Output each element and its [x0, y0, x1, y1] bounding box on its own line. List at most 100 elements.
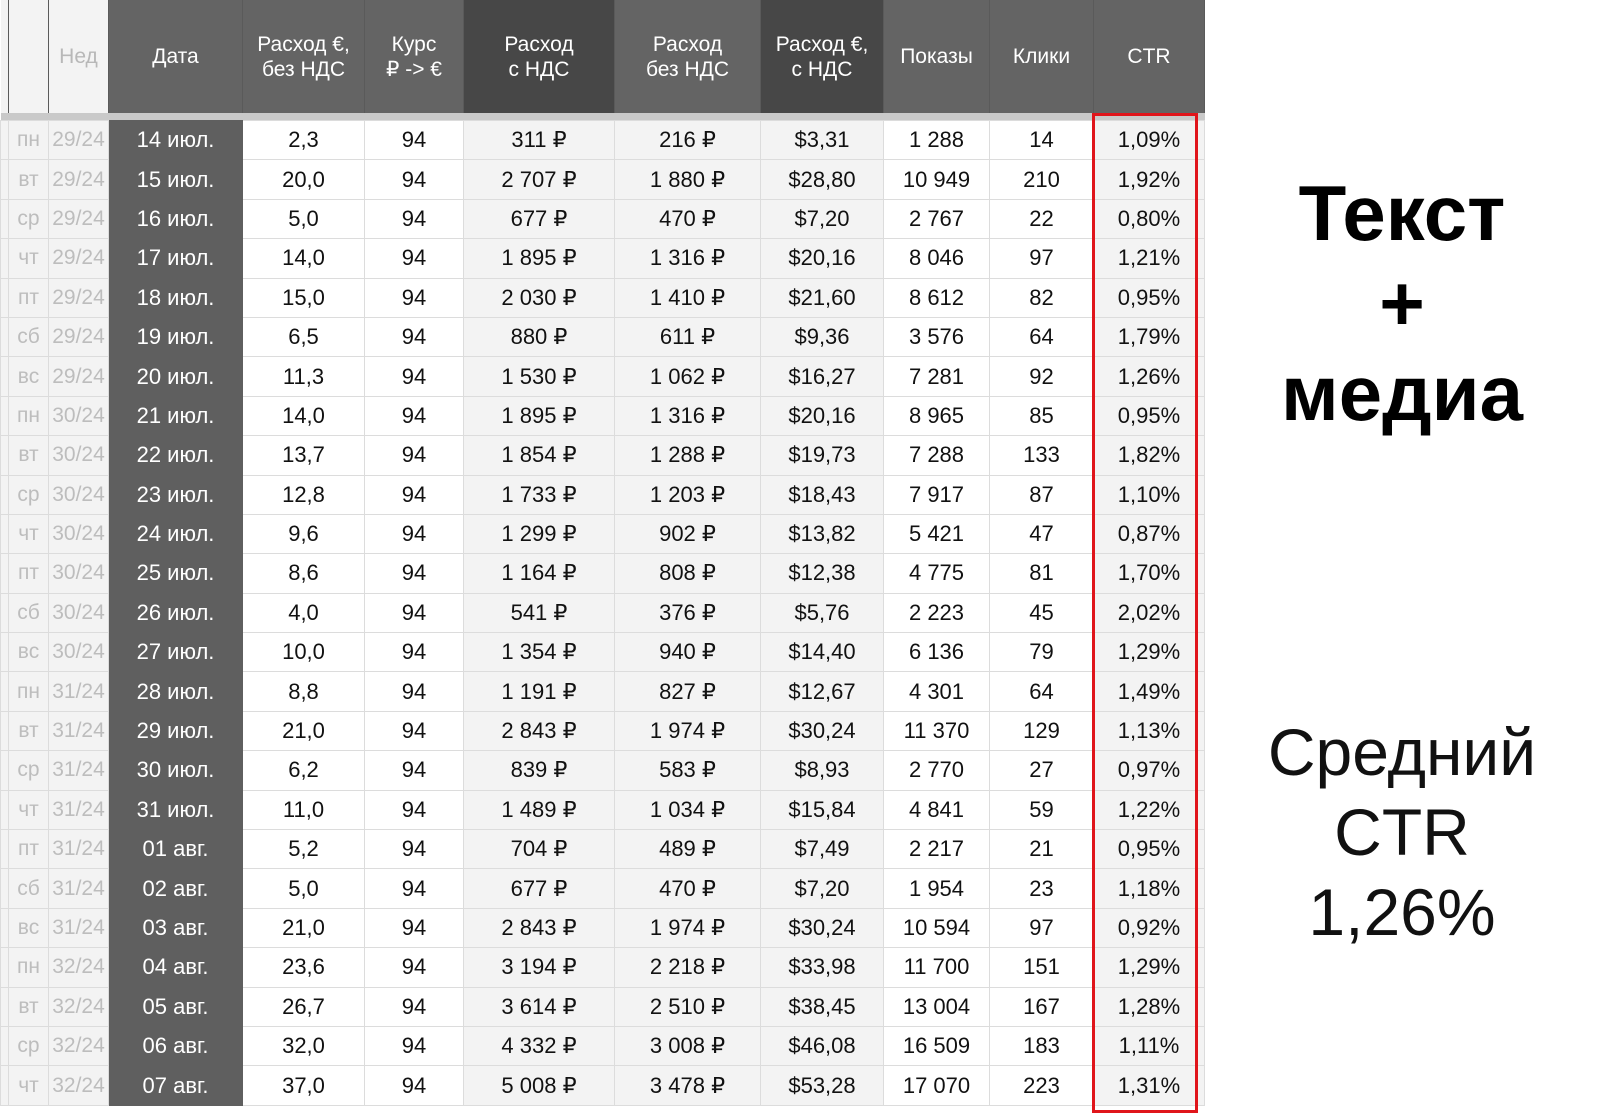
cell-ctr[interactable]: 1,18%: [1093, 868, 1205, 909]
cell-spend-eur-net[interactable]: 11,0: [242, 789, 365, 831]
cell-impressions[interactable]: 2 217: [883, 829, 990, 870]
cell-date[interactable]: 24 июл.: [108, 513, 243, 555]
header-ctr[interactable]: CTR: [1093, 0, 1205, 113]
cell-spend-eur-net[interactable]: 5,0: [242, 868, 365, 909]
cell-spend-rub-net[interactable]: 216 ₽: [614, 119, 761, 161]
cell-spend-rub-vat[interactable]: 1 895 ₽: [463, 238, 615, 279]
cell-day[interactable]: чт: [8, 1065, 49, 1106]
cell-week[interactable]: 29/24: [48, 159, 109, 200]
cell-day[interactable]: пн: [8, 395, 49, 437]
cell-spend-eur-net[interactable]: 11,3: [242, 356, 365, 397]
cell-spend-eur-net[interactable]: 10,0: [242, 632, 365, 673]
cell-week[interactable]: 30/24: [48, 592, 109, 634]
cell-ctr[interactable]: 1,21%: [1093, 238, 1205, 279]
cell-spend-eur-net[interactable]: 2,3: [242, 119, 365, 161]
cell-rate[interactable]: 94: [364, 238, 464, 279]
cell-clicks[interactable]: 27: [989, 750, 1094, 791]
cell-spend-rub-net[interactable]: 2 510 ₽: [614, 986, 761, 1027]
cell-date[interactable]: 16 июл.: [108, 198, 243, 240]
cell-day[interactable]: сб: [8, 592, 49, 634]
cell-spend-eur-net[interactable]: 37,0: [242, 1065, 365, 1106]
cell-clicks[interactable]: 87: [989, 474, 1094, 515]
cell-spend-rub-net[interactable]: 470 ₽: [614, 868, 761, 909]
cell-date[interactable]: 20 июл.: [108, 356, 243, 397]
cell-spend-rub-vat[interactable]: 1 530 ₽: [463, 356, 615, 397]
cell-ctr[interactable]: 1,79%: [1093, 316, 1205, 358]
cell-day[interactable]: пт: [8, 277, 49, 318]
cell-date[interactable]: 07 авг.: [108, 1065, 243, 1106]
cell-day[interactable]: вс: [8, 907, 49, 949]
cell-impressions[interactable]: 8 046: [883, 238, 990, 279]
cell-rate[interactable]: 94: [364, 632, 464, 673]
cell-clicks[interactable]: 82: [989, 277, 1094, 318]
cell-spend-usd-vat[interactable]: $30,24: [760, 907, 884, 949]
cell-date[interactable]: 26 июл.: [108, 592, 243, 634]
cell-spend-usd-vat[interactable]: $30,24: [760, 710, 884, 752]
cell-week[interactable]: 29/24: [48, 316, 109, 358]
cell-rate[interactable]: 94: [364, 474, 464, 515]
cell-spend-usd-vat[interactable]: $14,40: [760, 632, 884, 673]
cell-impressions[interactable]: 7 281: [883, 356, 990, 397]
cell-spend-rub-net[interactable]: 1 288 ₽: [614, 435, 761, 476]
cell-spend-eur-net[interactable]: 20,0: [242, 159, 365, 200]
cell-rate[interactable]: 94: [364, 947, 464, 988]
cell-rate[interactable]: 94: [364, 829, 464, 870]
cell-ctr[interactable]: 1,92%: [1093, 159, 1205, 200]
cell-spend-rub-vat[interactable]: 704 ₽: [463, 829, 615, 870]
cell-spend-rub-net[interactable]: 1 410 ₽: [614, 277, 761, 318]
cell-spend-rub-vat[interactable]: 677 ₽: [463, 868, 615, 909]
cell-spend-rub-vat[interactable]: 1 354 ₽: [463, 632, 615, 673]
cell-rate[interactable]: 94: [364, 750, 464, 791]
cell-week[interactable]: 31/24: [48, 789, 109, 831]
cell-rate[interactable]: 94: [364, 119, 464, 161]
cell-clicks[interactable]: 129: [989, 710, 1094, 752]
cell-clicks[interactable]: 97: [989, 907, 1094, 949]
cell-week[interactable]: 30/24: [48, 474, 109, 515]
cell-spend-rub-vat[interactable]: 1 895 ₽: [463, 395, 615, 437]
cell-spend-usd-vat[interactable]: $19,73: [760, 435, 884, 476]
cell-clicks[interactable]: 64: [989, 671, 1094, 712]
cell-spend-eur-net[interactable]: 6,5: [242, 316, 365, 358]
cell-date[interactable]: 15 июл.: [108, 159, 243, 200]
cell-spend-rub-net[interactable]: 1 880 ₽: [614, 159, 761, 200]
cell-rate[interactable]: 94: [364, 553, 464, 594]
cell-clicks[interactable]: 183: [989, 1025, 1094, 1067]
cell-ctr[interactable]: 1,13%: [1093, 710, 1205, 752]
cell-spend-eur-net[interactable]: 32,0: [242, 1025, 365, 1067]
cell-day[interactable]: ср: [8, 198, 49, 240]
cell-clicks[interactable]: 151: [989, 947, 1094, 988]
cell-spend-rub-vat[interactable]: 1 489 ₽: [463, 789, 615, 831]
cell-week[interactable]: 29/24: [48, 356, 109, 397]
cell-spend-usd-vat[interactable]: $20,16: [760, 238, 884, 279]
cell-spend-eur-net[interactable]: 21,0: [242, 710, 365, 752]
cell-clicks[interactable]: 133: [989, 435, 1094, 476]
cell-rate[interactable]: 94: [364, 435, 464, 476]
cell-date[interactable]: 19 июл.: [108, 316, 243, 358]
cell-spend-rub-net[interactable]: 583 ₽: [614, 750, 761, 791]
cell-date[interactable]: 18 июл.: [108, 277, 243, 318]
cell-clicks[interactable]: 21: [989, 829, 1094, 870]
cell-spend-rub-vat[interactable]: 1 299 ₽: [463, 513, 615, 555]
cell-impressions[interactable]: 17 070: [883, 1065, 990, 1106]
cell-rate[interactable]: 94: [364, 513, 464, 555]
cell-clicks[interactable]: 45: [989, 592, 1094, 634]
cell-spend-usd-vat[interactable]: $38,45: [760, 986, 884, 1027]
cell-clicks[interactable]: 167: [989, 986, 1094, 1027]
cell-spend-eur-net[interactable]: 9,6: [242, 513, 365, 555]
cell-clicks[interactable]: 22: [989, 198, 1094, 240]
cell-clicks[interactable]: 23: [989, 868, 1094, 909]
cell-ctr[interactable]: 1,26%: [1093, 356, 1205, 397]
cell-week[interactable]: 31/24: [48, 868, 109, 909]
cell-clicks[interactable]: 64: [989, 316, 1094, 358]
header-week[interactable]: Нед: [48, 0, 109, 113]
cell-week[interactable]: 30/24: [48, 395, 109, 437]
cell-date[interactable]: 04 авг.: [108, 947, 243, 988]
cell-impressions[interactable]: 10 949: [883, 159, 990, 200]
cell-spend-usd-vat[interactable]: $13,82: [760, 513, 884, 555]
cell-spend-usd-vat[interactable]: $20,16: [760, 395, 884, 437]
cell-spend-rub-net[interactable]: 3 008 ₽: [614, 1025, 761, 1067]
cell-spend-rub-vat[interactable]: 4 332 ₽: [463, 1025, 615, 1067]
cell-impressions[interactable]: 5 421: [883, 513, 990, 555]
cell-ctr[interactable]: 2,02%: [1093, 592, 1205, 634]
cell-day[interactable]: пн: [8, 119, 49, 161]
